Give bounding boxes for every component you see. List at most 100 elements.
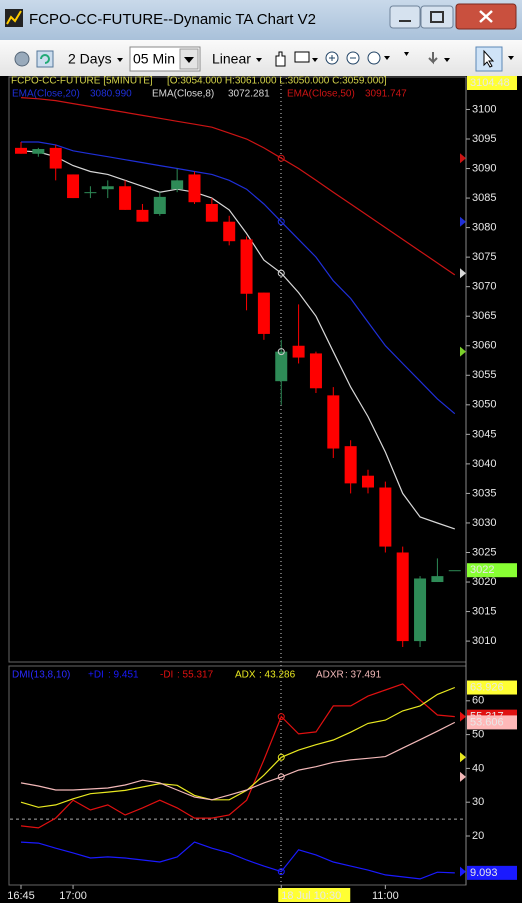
legend-value: 3072.281 [228, 89, 270, 100]
candle-body [153, 196, 166, 215]
close-button[interactable] [455, 3, 517, 30]
candle-body [136, 209, 149, 222]
ohlc-readout: [O:3054.000 H:3061.000 L:3050.000 C:3059… [167, 76, 387, 87]
window-title: FCPO-CC-FUTURE--Dynamic TA Chart V2 [29, 11, 316, 28]
minimize-button[interactable] [389, 5, 421, 29]
candle-body [257, 292, 270, 334]
crosshair-point [277, 348, 285, 356]
candle-body [292, 345, 305, 358]
period-dropdown[interactable]: 2 Days [68, 51, 112, 67]
y-tick-label: 3040 [472, 458, 496, 470]
legend-name: -DI [160, 670, 173, 681]
export-tool[interactable] [428, 52, 450, 65]
pan-tool[interactable] [275, 51, 286, 67]
more-tools[interactable] [404, 52, 409, 56]
last-value-label: 9.093 [470, 867, 498, 879]
last-value-label-box [467, 715, 517, 730]
indicator-line [20, 721, 456, 801]
indicator-line [20, 841, 455, 880]
x-tick-label: 11:00 [372, 890, 399, 902]
last-value-label-box [467, 680, 517, 695]
y-tick-label: 3030 [472, 517, 496, 529]
candle-body [362, 475, 374, 488]
last-value-label: 53.606 [470, 716, 504, 728]
value-marker [460, 771, 466, 782]
y-tick-label: 3080 [472, 222, 496, 234]
candle-body [101, 186, 114, 190]
candle-body [396, 552, 409, 642]
crosshair-point [277, 773, 285, 781]
crosshair-point [277, 218, 285, 226]
y-tick-label: 3065 [472, 310, 496, 322]
chart-area [8, 76, 518, 903]
legend-value: : 55.317 [177, 670, 214, 681]
candle-body [414, 578, 427, 642]
axis-top-label: 3104.48 [470, 77, 510, 89]
legend-name: +DI [88, 670, 104, 681]
legend-value: : 9.451 [108, 670, 139, 681]
value-marker [460, 346, 466, 357]
value-marker [460, 153, 466, 164]
y-tick-label: 3095 [472, 133, 496, 145]
crosshair-point [277, 868, 285, 876]
indicator-line [20, 150, 455, 530]
y-tick-label: 3090 [472, 162, 496, 174]
refresh-button[interactable] [36, 50, 54, 68]
last-price-label-box [467, 563, 517, 578]
candle-body [275, 351, 288, 382]
y-tick-label: 40 [472, 762, 484, 774]
last-price-label: 3022 [470, 564, 494, 576]
y-tick-label: 3050 [472, 399, 496, 411]
last-value-label-box [467, 865, 517, 880]
legend-name: ADXR [316, 670, 344, 681]
crosshair-point [277, 713, 285, 721]
x-tick-label: 17:00 [59, 890, 87, 902]
crosshair-label-box [278, 888, 351, 902]
y-tick-label: 30 [472, 796, 484, 808]
candle-body [67, 174, 80, 199]
zoom-fit[interactable] [367, 51, 390, 65]
axis-top-label-box [467, 76, 517, 90]
y-tick-label: 3060 [472, 340, 496, 352]
candle-body [240, 239, 253, 294]
x-tick-label: 18 Jul 10:30 [281, 890, 341, 902]
candle-body [379, 487, 392, 547]
indicator-line [20, 97, 456, 276]
y-tick-label: 3025 [472, 546, 496, 558]
y-tick-label: 3015 [472, 605, 496, 617]
legend-name: EMA(Close,50) [287, 89, 355, 100]
y-tick-label: 3100 [472, 103, 496, 115]
y-tick-label: 20 [472, 830, 484, 842]
candle-body [344, 446, 357, 484]
candle-body [32, 149, 45, 154]
x-tick-label: 16:45 [7, 890, 35, 902]
pointer-tool[interactable] [475, 46, 514, 72]
candle-body [448, 570, 461, 572]
y-tick-label: 3010 [472, 635, 496, 647]
scale-dropdown[interactable]: Linear [212, 51, 251, 67]
legend-value: : 43.286 [259, 670, 296, 681]
legend-value: 3080.990 [90, 89, 132, 100]
indicator-line [20, 686, 456, 808]
y-tick-label: 60 [472, 695, 484, 707]
candle-body [171, 180, 184, 190]
candle-body [119, 186, 132, 210]
y-tick-label: 3020 [472, 576, 496, 588]
indicator-line [20, 683, 455, 829]
annotation-tool[interactable] [294, 51, 318, 63]
maximize-button[interactable] [420, 5, 454, 29]
toolbar-icon[interactable] [14, 51, 30, 67]
candle-body [15, 147, 27, 154]
y-tick-label: 3045 [472, 428, 496, 440]
zoom-in[interactable] [325, 51, 339, 65]
y-tick-label: 3035 [472, 487, 496, 499]
dropdown-arrow [256, 58, 262, 62]
candle-body [431, 576, 444, 583]
legend-name: ADX [235, 670, 256, 681]
candle-body [188, 174, 201, 203]
value-marker [460, 866, 466, 877]
dropdown-arrow [184, 57, 194, 63]
zoom-out[interactable] [346, 51, 360, 65]
